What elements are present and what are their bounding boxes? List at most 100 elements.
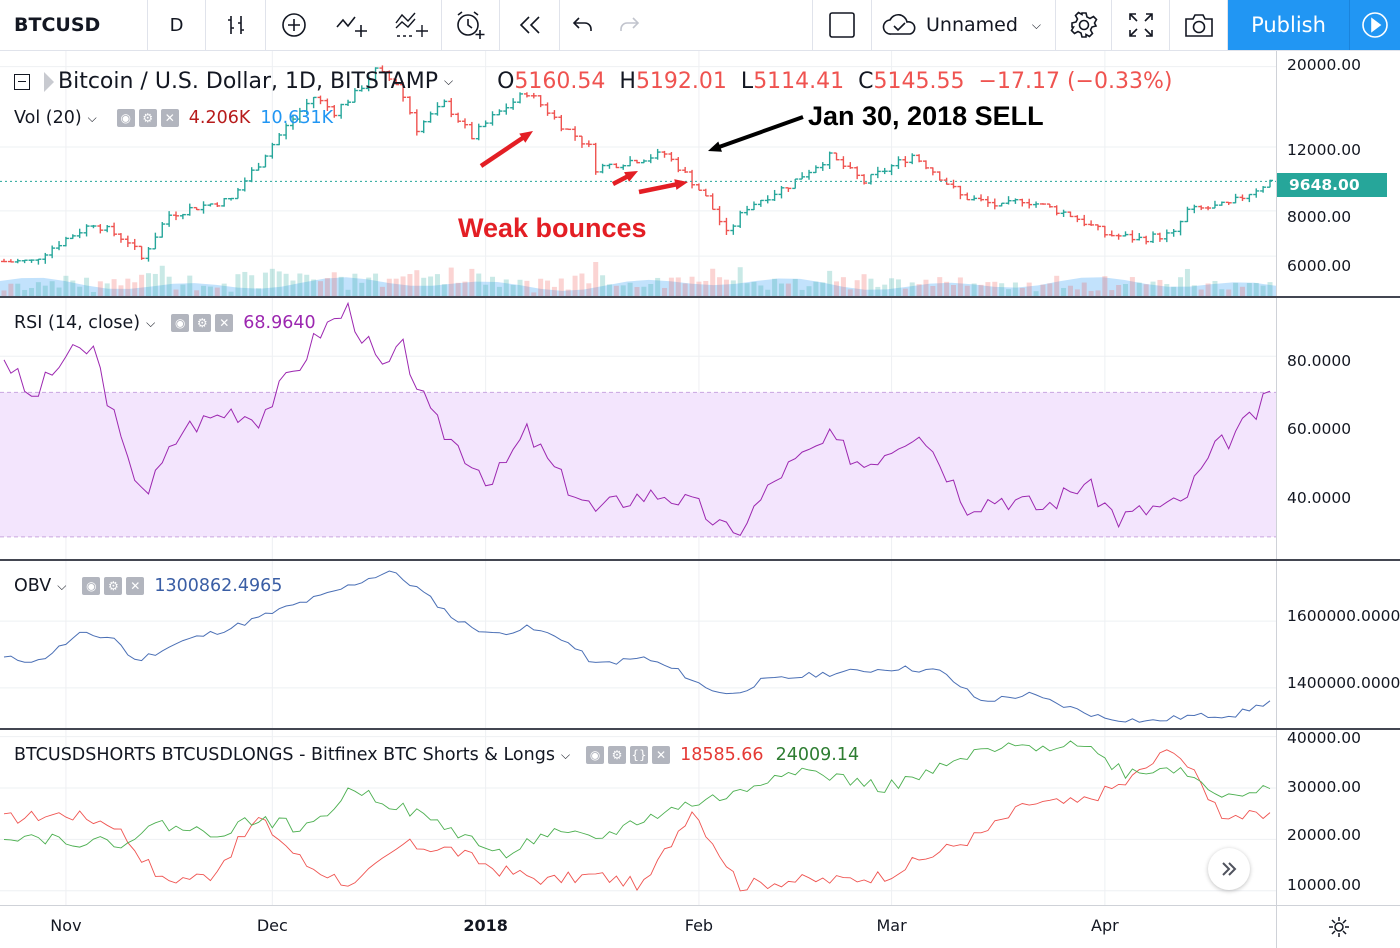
volume-bar — [806, 286, 812, 296]
rsi-axis[interactable]: 80.0000 60.0000 40.0000 — [1276, 298, 1400, 559]
volume-bar — [400, 276, 406, 296]
ohlc-bar — [523, 92, 530, 98]
rsi-pane[interactable]: RSI (14, close) ⌵ ◉ ⚙ ✕ 68.9640 — [0, 298, 1276, 559]
shorts-longs-pane[interactable]: BTCUSDSHORTS BTCUSDLONGS - Bitfinex BTC … — [0, 730, 1276, 905]
volume-bar — [1095, 290, 1101, 296]
eye-icon[interactable]: ◉ — [171, 314, 190, 332]
indicators-button[interactable] — [322, 0, 382, 50]
gear-icon[interactable]: ⚙ — [608, 746, 627, 764]
interval-button[interactable]: D — [148, 0, 206, 50]
play-button[interactable] — [1350, 0, 1400, 50]
rsi-band — [0, 392, 1276, 537]
compare-symbol-button[interactable] — [266, 0, 322, 50]
scroll-to-realtime-button[interactable] — [1208, 848, 1250, 890]
close-icon[interactable]: ✕ — [126, 577, 145, 595]
volume-bar — [139, 274, 145, 296]
axis-settings-button[interactable] — [1276, 906, 1400, 948]
fullscreen-button[interactable] — [1112, 0, 1170, 50]
sell-annotation[interactable]: Jan 30, 2018 SELL — [808, 101, 1044, 131]
obv-pane[interactable]: OBV ⌵ ◉ ⚙ ✕ 1300862.4965 — [0, 561, 1276, 728]
source-code-icon[interactable]: {} — [630, 746, 649, 764]
ohlc-bar — [634, 159, 640, 164]
ohlc-bar — [757, 199, 764, 207]
ohlc-bar — [578, 135, 585, 148]
volume-bar — [1047, 283, 1053, 296]
close-icon[interactable]: ✕ — [652, 746, 671, 764]
volume-bar — [1184, 268, 1190, 296]
eye-icon[interactable]: ◉ — [116, 109, 135, 127]
close-icon[interactable]: ✕ — [160, 109, 179, 127]
time-axis[interactable]: Nov Dec 2018 Feb Mar Apr — [0, 905, 1400, 948]
publish-button[interactable]: Publish — [1228, 0, 1350, 50]
pane-separator[interactable] — [0, 296, 1400, 298]
ohlc-bar — [1067, 211, 1074, 218]
chevron-down-icon[interactable]: ⌵ — [443, 74, 454, 88]
camera-icon — [1184, 14, 1213, 37]
volume-study-name[interactable]: Vol (20) — [14, 108, 82, 128]
pane-separator[interactable] — [0, 559, 1400, 561]
volume-bar — [923, 279, 929, 296]
time-tick: Nov — [50, 916, 82, 935]
time-tick: Apr — [1091, 916, 1119, 935]
ohlc-bar — [159, 221, 166, 238]
eye-icon[interactable]: ◉ — [586, 746, 605, 764]
ohlc-bar — [510, 98, 517, 110]
alert-button[interactable] — [442, 0, 500, 50]
ohlc-bar — [1122, 231, 1129, 237]
obv-axis[interactable]: 1600000.0000 1400000.0000 — [1276, 561, 1400, 728]
redo-button[interactable] — [606, 0, 652, 50]
symbol-description[interactable]: Bitcoin / U.S. Dollar, 1D, BITSTAMP — [58, 69, 438, 94]
chevron-down-icon[interactable]: ⌵ — [560, 747, 571, 762]
templates-button[interactable] — [382, 0, 442, 50]
shorts-longs-study-name[interactable]: BTCUSDSHORTS BTCUSDLONGS - Bitfinex BTC … — [14, 745, 555, 765]
eye-icon[interactable]: ◉ — [82, 577, 101, 595]
play-circle-icon — [1362, 12, 1388, 38]
ohlc-bar — [193, 206, 200, 211]
time-tick: Dec — [256, 916, 288, 935]
price-axis[interactable]: 20000.00 12000.00 8000.00 6000.00 9648.0… — [1276, 51, 1400, 296]
replay-button[interactable] — [500, 0, 560, 50]
volume-bar — [1026, 282, 1032, 296]
chevron-down-icon[interactable]: ⌵ — [87, 110, 97, 125]
longs-line — [3, 740, 1271, 859]
volume-bar — [1219, 289, 1225, 296]
obv-study-name[interactable]: OBV — [14, 576, 52, 596]
volume-bar — [166, 276, 172, 296]
templates-icon — [394, 12, 428, 37]
snapshot-button[interactable] — [1170, 0, 1228, 50]
pane-separator[interactable] — [0, 728, 1400, 730]
undo-button[interactable] — [560, 0, 606, 50]
symbol-label: BTCUSD — [14, 14, 101, 36]
gear-icon[interactable]: ⚙ — [138, 109, 157, 127]
bounces-annotation[interactable]: Weak bounces — [458, 213, 647, 243]
layout-button[interactable] — [812, 0, 872, 50]
volume-bar — [1074, 289, 1080, 296]
gear-icon[interactable]: ⚙ — [104, 577, 123, 595]
rsi-study-name[interactable]: RSI (14, close) — [14, 313, 141, 333]
ohlc-bar — [916, 154, 923, 163]
volume-bar — [1129, 277, 1135, 296]
shorts-longs-axis[interactable]: 40000.00 30000.00 20000.00 10000.00 — [1276, 729, 1400, 905]
shorts-longs-plot[interactable] — [0, 730, 1276, 905]
ohlc-bar — [1143, 235, 1150, 245]
rsi-plot[interactable] — [0, 298, 1276, 559]
chevron-down-icon[interactable]: ⌵ — [57, 578, 67, 593]
collapse-icon[interactable] — [14, 73, 30, 90]
close-icon[interactable]: ✕ — [215, 314, 234, 332]
volume-bar — [345, 289, 351, 296]
symbol-search-button[interactable]: BTCUSD — [0, 0, 148, 50]
chevron-down-icon[interactable]: ⌵ — [146, 315, 156, 330]
save-layout-button[interactable]: Unnamed ⌵ — [872, 0, 1056, 50]
settings-button[interactable] — [1056, 0, 1112, 50]
volume-bar — [641, 286, 647, 296]
ohlc-bar — [909, 153, 916, 165]
gear-icon[interactable]: ⚙ — [193, 314, 212, 332]
bar-style-button[interactable] — [206, 0, 266, 50]
obv-plot[interactable] — [0, 561, 1276, 728]
price-plot[interactable] — [0, 51, 1276, 296]
ohlc-bar — [682, 166, 689, 173]
volume-bar — [868, 278, 874, 296]
undo-icon — [572, 17, 592, 31]
ohlc-bar — [675, 157, 682, 173]
